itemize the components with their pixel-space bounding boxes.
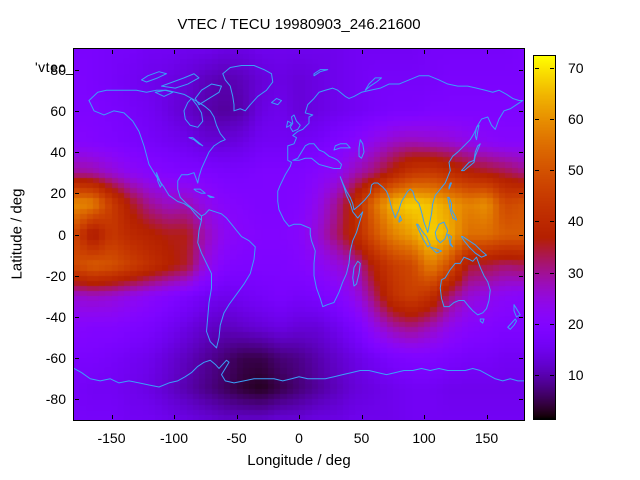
colorbar-tick-label: 30 [568, 264, 584, 281]
colorbar-tick-mark [550, 272, 554, 274]
colorbar-tick-mark [535, 221, 539, 223]
y-tick-label: -40 [45, 308, 66, 325]
x-tick-mark [486, 415, 488, 419]
vtec-key-label: 'vtec_ [35, 59, 75, 75]
y-tick-label: -20 [45, 267, 66, 284]
y-tick-mark [519, 275, 523, 277]
y-tick-mark [519, 69, 523, 71]
x-tick-label: 150 [474, 430, 499, 446]
x-tick-mark [236, 415, 238, 419]
chart-title: VTEC / TECU 19980903_246.21600 [177, 16, 421, 33]
x-tick-label: 0 [295, 430, 303, 446]
x-tick-label: 100 [412, 430, 436, 446]
y-tick-mark [519, 152, 523, 154]
y-tick-mark [519, 316, 523, 318]
y-tick-label: 0 [58, 226, 66, 243]
colorbar-tick-label: 20 [568, 315, 584, 332]
x-tick-mark [486, 50, 488, 54]
colorbar-tick-mark [550, 170, 554, 172]
x-axis-label: Longitude / deg [247, 452, 351, 469]
colorbar-tick-label: 60 [568, 110, 584, 127]
y-axis-label: Latitude / deg [8, 188, 26, 280]
x-tick-mark [111, 415, 113, 419]
colorbar-tick-mark [535, 118, 539, 120]
x-tick-label: -100 [159, 430, 189, 446]
y-tick-mark [519, 110, 523, 112]
colorbar-tick-mark [535, 272, 539, 274]
colorbar [533, 55, 556, 420]
y-tick-mark [75, 275, 79, 277]
x-tick-mark [424, 415, 425, 419]
y-tick-mark [75, 358, 79, 360]
x-tick-mark [361, 50, 363, 54]
x-tick-mark [174, 415, 175, 419]
x-tick-mark [236, 50, 238, 54]
x-tick-mark [299, 415, 300, 419]
vtec-heatmap-canvas [74, 49, 524, 420]
y-tick-mark [75, 193, 79, 195]
y-tick-label: 60 [50, 102, 66, 119]
y-tick-label: -80 [45, 391, 66, 408]
y-tick-mark [75, 152, 79, 154]
colorbar-tick-mark [535, 170, 539, 172]
y-tick-label: 80 [50, 61, 66, 78]
x-tick-mark [174, 50, 175, 54]
colorbar-tick-mark [535, 374, 539, 376]
colorbar-tick-mark [550, 67, 554, 69]
x-tick-label: -50 [226, 430, 247, 446]
y-tick-mark [75, 234, 79, 236]
colorbar-tick-label: 70 [568, 59, 584, 76]
y-tick-label: 40 [50, 144, 66, 161]
x-tick-mark [361, 415, 363, 419]
y-tick-mark [519, 358, 523, 360]
colorbar-tick-mark [535, 323, 539, 325]
x-tick-mark [299, 50, 300, 54]
y-tick-mark [519, 234, 523, 236]
x-tick-mark [424, 50, 425, 54]
colorbar-tick-mark [535, 67, 539, 69]
y-tick-mark [75, 110, 79, 112]
colorbar-tick-mark [550, 118, 554, 120]
colorbar-tick-mark [550, 221, 554, 223]
coastlines-overlay [74, 49, 524, 420]
y-tick-mark [519, 193, 523, 195]
x-tick-mark [111, 50, 113, 54]
map-plot-area [73, 48, 525, 421]
y-tick-label: 20 [50, 185, 66, 202]
y-tick-label: -60 [45, 350, 66, 367]
y-tick-mark [519, 399, 523, 401]
colorbar-tick-label: 50 [568, 162, 584, 179]
x-tick-label: 50 [353, 430, 370, 446]
colorbar-gradient-canvas [534, 56, 555, 419]
y-tick-mark [75, 69, 79, 71]
x-tick-label: -150 [97, 430, 126, 446]
colorbar-tick-label: 10 [568, 366, 584, 383]
y-tick-mark [75, 316, 79, 318]
colorbar-tick-label: 40 [568, 213, 584, 230]
y-tick-mark [75, 399, 79, 401]
colorbar-tick-mark [550, 323, 554, 325]
colorbar-tick-mark [550, 374, 554, 376]
